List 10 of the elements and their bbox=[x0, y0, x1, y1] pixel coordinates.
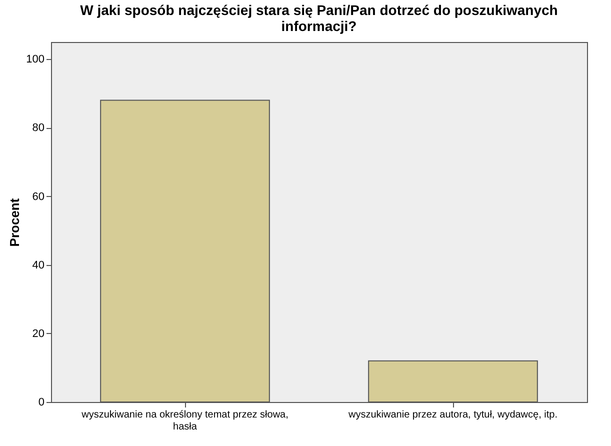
x-tick-label: wyszukiwanie na określony temat przez słowa, hasła bbox=[80, 410, 288, 432]
y-tick-label: 0 bbox=[38, 396, 44, 408]
y-tick-label: 40 bbox=[32, 259, 44, 272]
x-tick-label: wyszukiwanie przez autora, tytuł, wydawcę, itp. bbox=[348, 410, 558, 420]
y-axis-title: Procent bbox=[7, 198, 22, 247]
y-tick-label: 20 bbox=[32, 328, 44, 340]
y-tick-label: 60 bbox=[32, 190, 44, 203]
y-tick-label: 80 bbox=[32, 122, 44, 134]
chart-title: W jaki sposób najczęściej stara się Pani/Pan dotrzeć do poszukiwanych informacji? bbox=[80, 2, 558, 34]
y-tick-label: 100 bbox=[26, 54, 44, 66]
